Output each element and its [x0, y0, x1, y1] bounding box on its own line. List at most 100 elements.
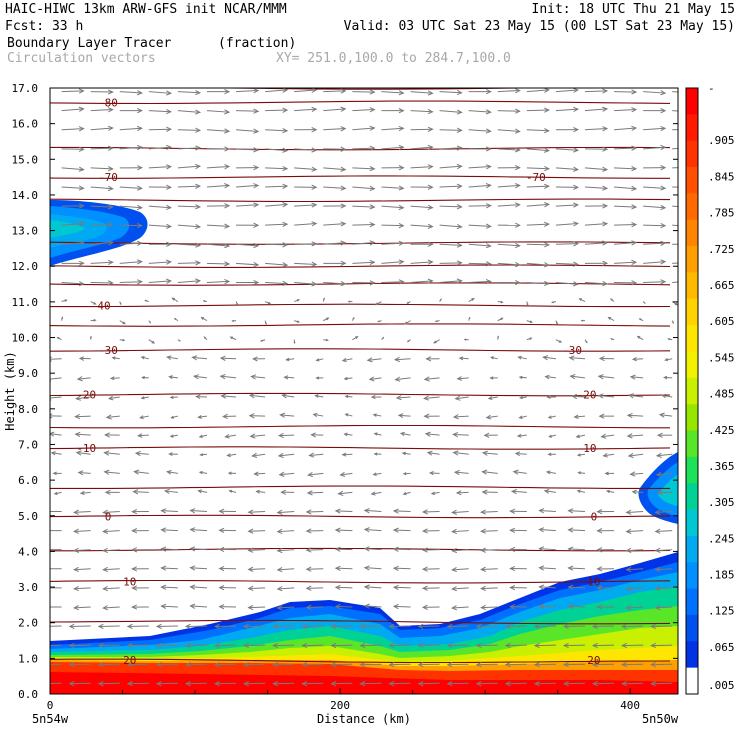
colorbar: -.905.845.785.725.665.605.545.485.425.36… — [686, 82, 735, 695]
colorbar-swatch — [686, 589, 698, 616]
vector-arrow — [643, 225, 665, 226]
vector-arrowhead — [436, 321, 437, 322]
contour-label: -10 — [577, 442, 597, 455]
vector-arrow — [527, 110, 549, 111]
colorbar-swatch — [686, 220, 698, 247]
contour-label: -10 — [76, 442, 96, 455]
contour-label: -20 — [76, 389, 96, 402]
vector-arrowhead — [527, 304, 528, 305]
colorbar-label: .905 — [708, 134, 735, 147]
vector-arrow — [411, 129, 433, 130]
y-tick-label: 0.0 — [18, 688, 38, 701]
vector-arrowhead — [45, 509, 50, 513]
vector-arrow — [75, 416, 90, 417]
x-end-label-right: 5n50w — [642, 712, 679, 726]
colorbar-swatch — [686, 378, 698, 405]
vector-arrow — [394, 549, 411, 550]
vector-arrow — [265, 244, 287, 245]
vector-arrow — [469, 263, 491, 264]
colorbar-swatch — [686, 536, 698, 563]
x-tick-label: 200 — [330, 699, 350, 712]
colorbar-swatch — [686, 668, 698, 695]
contour-label: -30 — [562, 344, 582, 357]
vector-arrow — [308, 492, 323, 493]
contour-label: 10 — [587, 576, 600, 589]
vector-arrowhead — [204, 301, 205, 302]
colorbar-swatch — [686, 404, 698, 431]
vector-label: Circulation vectors — [7, 51, 156, 66]
contour-label: -70 — [526, 171, 546, 184]
colorbar-swatch — [686, 483, 698, 510]
vector-arrowhead — [41, 662, 46, 666]
colorbar-swatch — [686, 88, 698, 115]
vector-arrow — [556, 244, 578, 245]
vector-arrowhead — [45, 528, 50, 532]
vector-arrowhead — [41, 643, 46, 647]
x-tick-label: 400 — [620, 699, 640, 712]
vector-arrow — [236, 111, 258, 112]
vector-arrowhead — [41, 682, 46, 686]
vector-arrow — [91, 282, 113, 283]
vector-arrowhead — [45, 586, 50, 590]
colorbar-label: .365 — [708, 460, 735, 473]
colorbar-swatch — [686, 141, 698, 168]
colorbar-swatch — [686, 114, 698, 141]
y-tick-label: 16.0 — [12, 118, 39, 131]
vector-arrow — [394, 587, 411, 588]
colorbar-label: .785 — [708, 207, 735, 220]
vector-arrowhead — [90, 337, 91, 338]
contour-label: 0 — [591, 510, 598, 523]
y-axis-title: Height (km) — [3, 351, 17, 430]
contour-label: -80 — [98, 96, 118, 109]
colorbar-label: .845 — [708, 170, 735, 183]
header-left-line1: HAIC-HIWC 13km ARW-GFS init NCAR/MMM — [5, 2, 287, 17]
colorbar-swatch — [686, 193, 698, 220]
contour-label: 20 — [587, 654, 600, 667]
vector-arrow — [440, 263, 462, 264]
vector-arrow — [352, 92, 374, 93]
vector-arrowhead — [469, 318, 470, 319]
colorbar-swatch — [686, 299, 698, 326]
vector-arrowhead — [611, 339, 612, 340]
colorbar-swatch — [686, 562, 698, 589]
vector-arrow — [323, 91, 345, 92]
vector-arrow — [336, 587, 353, 588]
vector-arrow — [394, 606, 411, 607]
vector-arrow — [614, 92, 636, 93]
header-left-line2: Fcst: 33 h — [5, 19, 83, 34]
colorbar-label: .065 — [708, 641, 735, 654]
y-tick-label: 14.0 — [12, 189, 39, 202]
vector-arrow — [120, 282, 142, 283]
vector-arrow — [336, 606, 353, 607]
y-tick-label: 11.0 — [12, 296, 39, 309]
vector-arrow — [336, 549, 353, 550]
y-tick-label: 5.0 — [18, 510, 38, 523]
colorbar-label: .485 — [708, 388, 735, 401]
colorbar-label: .545 — [708, 351, 735, 364]
y-tick-label: 1.0 — [18, 652, 38, 665]
colorbar-label: .725 — [708, 243, 735, 256]
y-tick-label: 2.0 — [18, 617, 38, 630]
vector-arrowhead — [582, 320, 583, 321]
vector-arrow — [352, 224, 374, 225]
contour-label: -30 — [98, 344, 118, 357]
vector-arrowhead — [41, 624, 46, 628]
colorbar-swatch — [686, 641, 698, 668]
header-right-line1: Init: 18 UTC Thu 21 May 15 — [532, 2, 736, 17]
colorbar-swatch — [686, 615, 698, 642]
header-right-line2: Valid: 03 UTC Sat 23 May 15 (00 LST Sat … — [344, 19, 735, 34]
colorbar-swatch — [686, 351, 698, 378]
vector-arrow — [207, 263, 229, 264]
vector-arrow — [149, 129, 171, 130]
field-name: Boundary Layer Tracer — [7, 36, 172, 51]
colorbar-swatch — [686, 272, 698, 299]
y-tick-label: 7.0 — [18, 438, 38, 451]
y-tick-label: 15.0 — [12, 153, 39, 166]
y-tick-label: 17.0 — [12, 82, 39, 95]
x-tick-label: 0 — [47, 699, 54, 712]
vector-arrowhead — [498, 337, 499, 338]
vector-arrow — [527, 244, 549, 245]
colorbar-swatch — [686, 246, 698, 273]
